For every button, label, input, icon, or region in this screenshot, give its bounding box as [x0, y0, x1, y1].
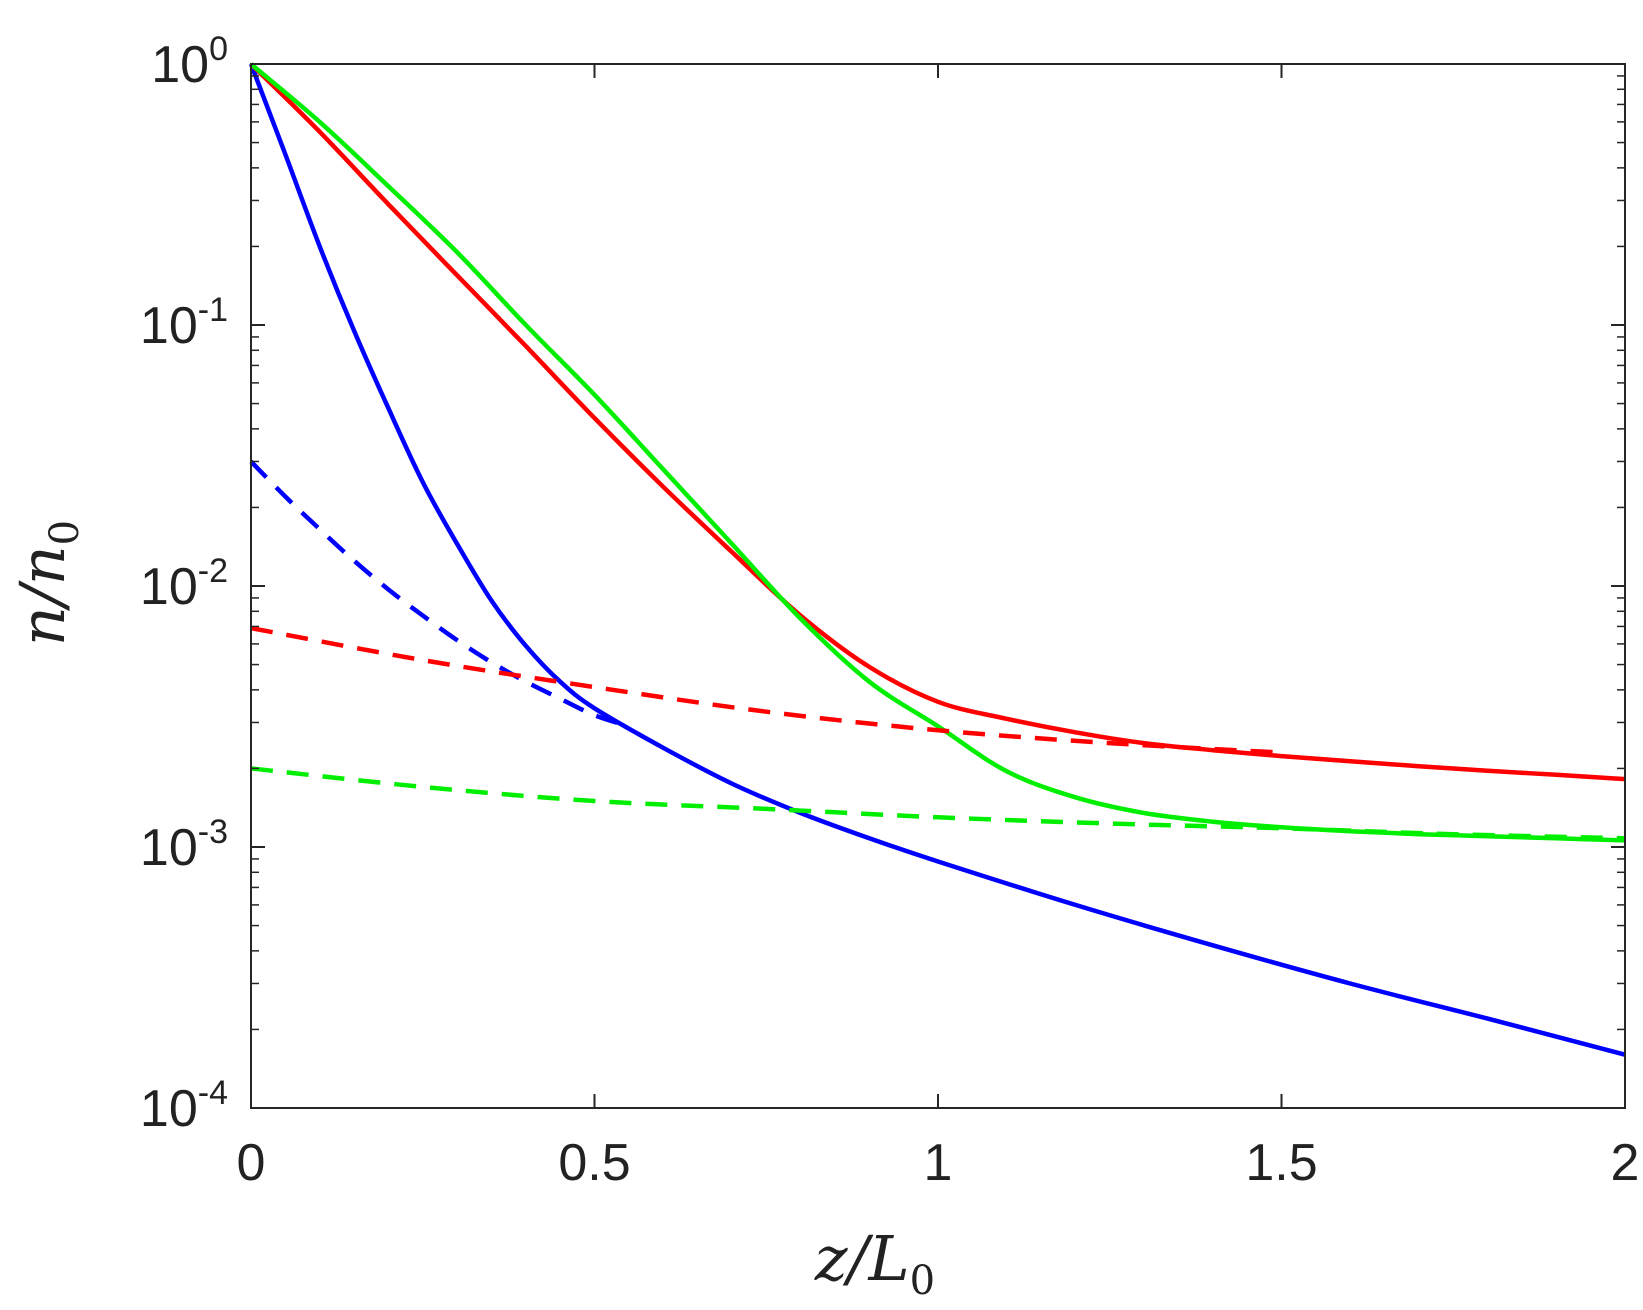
x-tick-label: 0.5 [558, 1134, 630, 1192]
x-tick-label: 2 [1611, 1134, 1640, 1192]
x-tick-label: 1 [924, 1134, 953, 1192]
y-tick-label: 10-1 [140, 291, 228, 355]
x-axis-title: z/L0 [814, 1222, 935, 1304]
series-line-1-solid [248, 63, 1626, 1057]
y-tick-label: 10-2 [140, 552, 228, 616]
y-tick-label: 10-3 [140, 813, 228, 877]
labels-layer: z/L0 n/n0 [6, 520, 935, 1304]
y-axis-title: n/n0 [6, 520, 88, 646]
plot-frame [250, 63, 1626, 1109]
ticks-layer: 0 0.5 1 1.5 2 100 10-1 10-2 10-3 10-4 [140, 30, 1640, 1192]
series-line-3-solid [249, 62, 1626, 843]
y-tick-label: 10-4 [140, 1074, 228, 1138]
series-line-6-dashed [250, 766, 1626, 841]
series-line-2-solid [249, 62, 1626, 782]
y-tick-label: 100 [151, 30, 228, 94]
series-line-4-dashed [249, 459, 630, 729]
series-layer [248, 62, 1626, 1057]
x-tick-label: 0 [237, 1134, 266, 1192]
axes-layer [250, 63, 1626, 1109]
series-line-5-dashed [250, 625, 1282, 755]
x-tick-label: 1.5 [1245, 1134, 1317, 1192]
